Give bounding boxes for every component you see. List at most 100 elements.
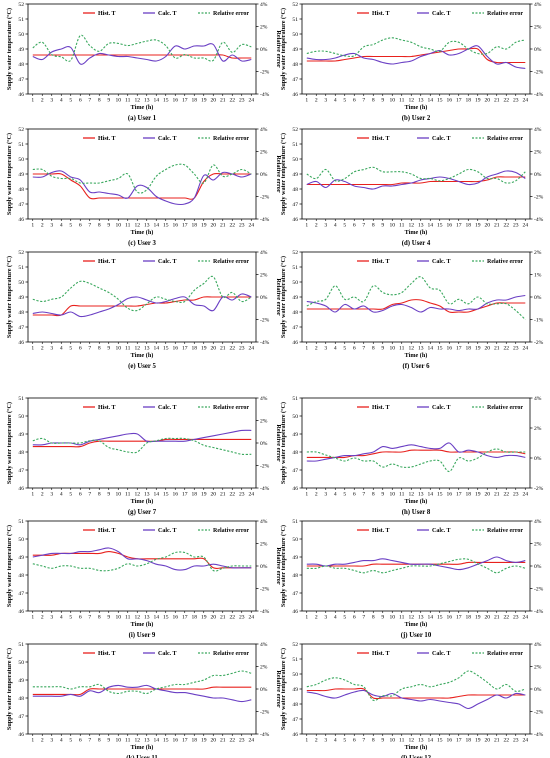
legend-label: Relative error — [213, 259, 249, 265]
x-tick-label: 10 — [115, 346, 121, 352]
y2-axis-label: Relative error — [275, 547, 282, 584]
x-tick-label: 2 — [315, 738, 318, 744]
x-tick-label: 5 — [69, 98, 72, 104]
x-tick-label: 16 — [172, 738, 178, 744]
x-tick-label: 24 — [248, 615, 254, 621]
x-tick-label: 5 — [343, 98, 346, 104]
y-tick-label: 47 — [292, 468, 298, 474]
x-tick-label: 4 — [60, 98, 63, 104]
x-tick-label: 18 — [191, 98, 197, 104]
plot-frame — [301, 397, 531, 489]
x-tick-label: 7 — [362, 223, 365, 229]
y2-tick-label: 2% — [534, 250, 542, 256]
legend-label: Hist. T — [372, 259, 390, 265]
series-line-relative-error — [306, 276, 526, 320]
y2-tick-label: -4% — [534, 92, 544, 98]
x-tick-label: 9 — [381, 98, 384, 104]
series-line-relative-error — [32, 670, 252, 695]
y-tick-label: 46 — [18, 732, 24, 738]
y2-tick-label: 2% — [260, 150, 268, 156]
x-tick-label: 12 — [134, 346, 140, 352]
chart-caption: (d) User 4 — [402, 240, 431, 247]
x-tick-label: 15 — [163, 346, 169, 352]
y2-tick-label: -4% — [534, 732, 544, 738]
y2-tick-label: 0% — [534, 172, 542, 178]
x-tick-label: 4 — [60, 492, 63, 498]
x-tick-label: 23 — [513, 346, 519, 352]
x-tick-label: 18 — [465, 346, 471, 352]
x-tick-label: 9 — [381, 346, 384, 352]
x-tick-label: 17 — [182, 615, 188, 621]
y2-axis-label: Relative error — [275, 424, 282, 461]
y2-tick-label: 4% — [260, 2, 268, 8]
x-tick-label: 22 — [229, 346, 235, 352]
legend-label: Hist. T — [98, 136, 116, 142]
y-tick-label: 48 — [292, 187, 298, 193]
y-tick-label: 52 — [292, 127, 298, 133]
x-tick-label: 15 — [163, 223, 169, 229]
x-tick-label: 11 — [125, 223, 131, 229]
x-tick-label: 2 — [315, 223, 318, 229]
x-tick-label: 2 — [41, 738, 44, 744]
series-line-calc-t — [306, 294, 526, 313]
x-tick-label: 12 — [408, 223, 414, 229]
x-tick-label: 22 — [503, 223, 509, 229]
y2-axis-label: Relative error — [275, 670, 282, 707]
y2-tick-label: 0% — [260, 295, 268, 301]
x-tick-label: 13 — [418, 223, 424, 229]
y-tick-label: 46 — [292, 486, 298, 492]
y2-tick-label: -4% — [260, 609, 270, 615]
x-tick-label: 14 — [153, 223, 159, 229]
x-tick-label: 24 — [248, 492, 254, 498]
y-tick-label: 49 — [18, 555, 24, 561]
chart-caption: (l) User 12 — [401, 755, 432, 758]
y-tick-label: 50 — [292, 32, 298, 38]
x-tick-label: 10 — [389, 346, 395, 352]
x-tick-label: 7 — [88, 738, 91, 744]
x-tick-label: 9 — [381, 223, 384, 229]
x-tick-label: 22 — [229, 98, 235, 104]
x-tick-label: 24 — [522, 346, 528, 352]
y-tick-label: 49 — [292, 47, 298, 53]
y-tick-label: 50 — [292, 157, 298, 163]
y2-tick-label: 4% — [260, 519, 268, 525]
y2-tick-label: -2% — [534, 195, 544, 201]
series-line-calc-t — [306, 45, 526, 70]
x-tick-label: 24 — [248, 98, 254, 104]
y-tick-label: 49 — [18, 678, 24, 684]
legend-label: Calc. T — [158, 11, 177, 17]
x-tick-label: 24 — [522, 492, 528, 498]
x-tick-label: 4 — [334, 615, 337, 621]
series-line-calc-t — [32, 170, 252, 206]
series-line-calc-t — [306, 442, 526, 462]
y-tick-label: 46 — [18, 217, 24, 223]
y-tick-label: 48 — [18, 187, 24, 193]
y-tick-label: 49 — [292, 295, 298, 301]
x-tick-label: 21 — [220, 492, 226, 498]
legend-label: Relative error — [213, 528, 249, 534]
y-tick-label: 47 — [18, 714, 24, 720]
y2-tick-label: 0% — [534, 47, 542, 53]
x-tick-label: 1 — [31, 223, 34, 229]
x-tick-label: 7 — [88, 615, 91, 621]
x-tick-label: 5 — [343, 223, 346, 229]
x-tick-label: 13 — [144, 492, 150, 498]
y2-axis-label: Relative error — [275, 278, 282, 315]
x-tick-label: 11 — [125, 346, 131, 352]
chart-caption: (i) User 9 — [129, 632, 156, 639]
y-tick-label: 51 — [18, 17, 24, 23]
y-tick-label: 48 — [18, 62, 24, 68]
x-tick-label: 23 — [513, 492, 519, 498]
x-tick-label: 19 — [201, 346, 207, 352]
x-tick-label: 13 — [418, 98, 424, 104]
series-line-calc-t — [306, 556, 526, 571]
y2-tick-label: -2% — [260, 70, 270, 76]
y2-tick-label: 4% — [534, 396, 542, 402]
x-tick-label: 16 — [446, 346, 452, 352]
y-tick-label: 51 — [292, 17, 298, 23]
y-tick-label: 46 — [292, 732, 298, 738]
